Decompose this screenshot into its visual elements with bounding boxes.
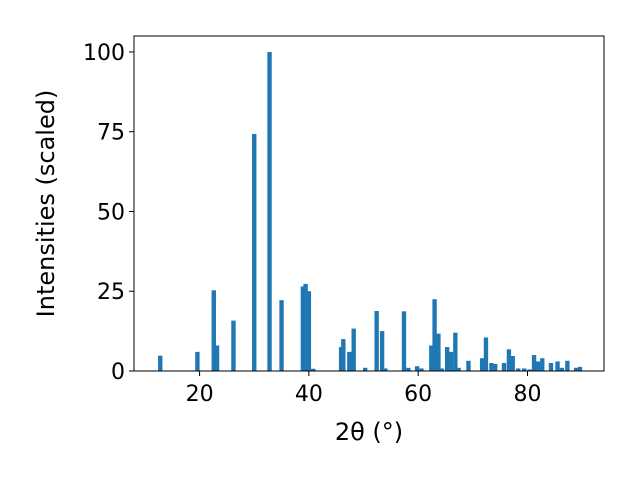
- bar: [577, 366, 583, 371]
- bar: [531, 355, 537, 371]
- bar: [501, 363, 507, 371]
- x-tick-label: 40: [295, 382, 323, 407]
- bar: [555, 361, 560, 371]
- bar: [548, 363, 554, 371]
- bar: [300, 286, 306, 371]
- bar: [535, 361, 541, 371]
- bar: [489, 363, 494, 371]
- bar: [338, 347, 344, 371]
- bar: [267, 51, 272, 371]
- y-axis-label: Intensities (scaled): [32, 90, 60, 318]
- bar: [279, 300, 284, 371]
- bar: [483, 337, 489, 371]
- bar: [306, 291, 312, 371]
- x-axis-ticks: 20 40 60 80: [186, 371, 541, 407]
- bar: [493, 363, 498, 371]
- y-tick-label: 0: [111, 360, 125, 385]
- bar: [231, 320, 236, 371]
- bar: [211, 290, 216, 371]
- x-tick-label: 20: [186, 382, 214, 407]
- x-tick-label: 80: [513, 382, 541, 407]
- bar: [419, 368, 424, 371]
- bar: [414, 366, 420, 371]
- bar: [448, 351, 454, 371]
- bar: [311, 368, 316, 371]
- plot-area-frame: [133, 35, 605, 372]
- bar: [479, 358, 485, 371]
- bar: [379, 331, 385, 371]
- bar: [158, 355, 163, 371]
- bar: [252, 133, 257, 371]
- bar: [439, 368, 444, 371]
- bars-group: [158, 51, 583, 371]
- bar: [383, 368, 388, 371]
- bar: [453, 332, 458, 371]
- bar: [432, 299, 437, 371]
- bar: [540, 358, 545, 371]
- x-tick-label: 60: [404, 382, 432, 407]
- bar: [401, 311, 407, 371]
- y-tick-label: 100: [83, 41, 125, 66]
- bar: [406, 367, 411, 371]
- y-tick-label: 25: [97, 280, 125, 305]
- bar: [214, 345, 220, 371]
- bar: [565, 360, 570, 371]
- y-axis-ticks: 0 25 50 75 100: [83, 41, 134, 385]
- y-tick-label: 50: [97, 200, 125, 225]
- bar: [510, 356, 515, 371]
- bar: [527, 369, 532, 371]
- bar: [341, 339, 346, 371]
- bar: [456, 367, 461, 371]
- bar: [466, 360, 471, 371]
- bar: [374, 311, 379, 371]
- bar: [436, 333, 441, 371]
- bar: [522, 368, 527, 371]
- bar: [362, 367, 368, 371]
- y-tick-label: 75: [97, 121, 125, 146]
- bar: [195, 351, 200, 371]
- bar: [429, 345, 434, 371]
- bar: [347, 351, 352, 371]
- bar: [351, 328, 356, 371]
- bar: [516, 368, 521, 371]
- bar: [559, 367, 565, 371]
- bar: [444, 347, 450, 371]
- bar: [303, 283, 308, 371]
- x-axis-label: 2θ (°): [335, 418, 403, 446]
- bar: [506, 349, 512, 371]
- bar: [573, 367, 579, 371]
